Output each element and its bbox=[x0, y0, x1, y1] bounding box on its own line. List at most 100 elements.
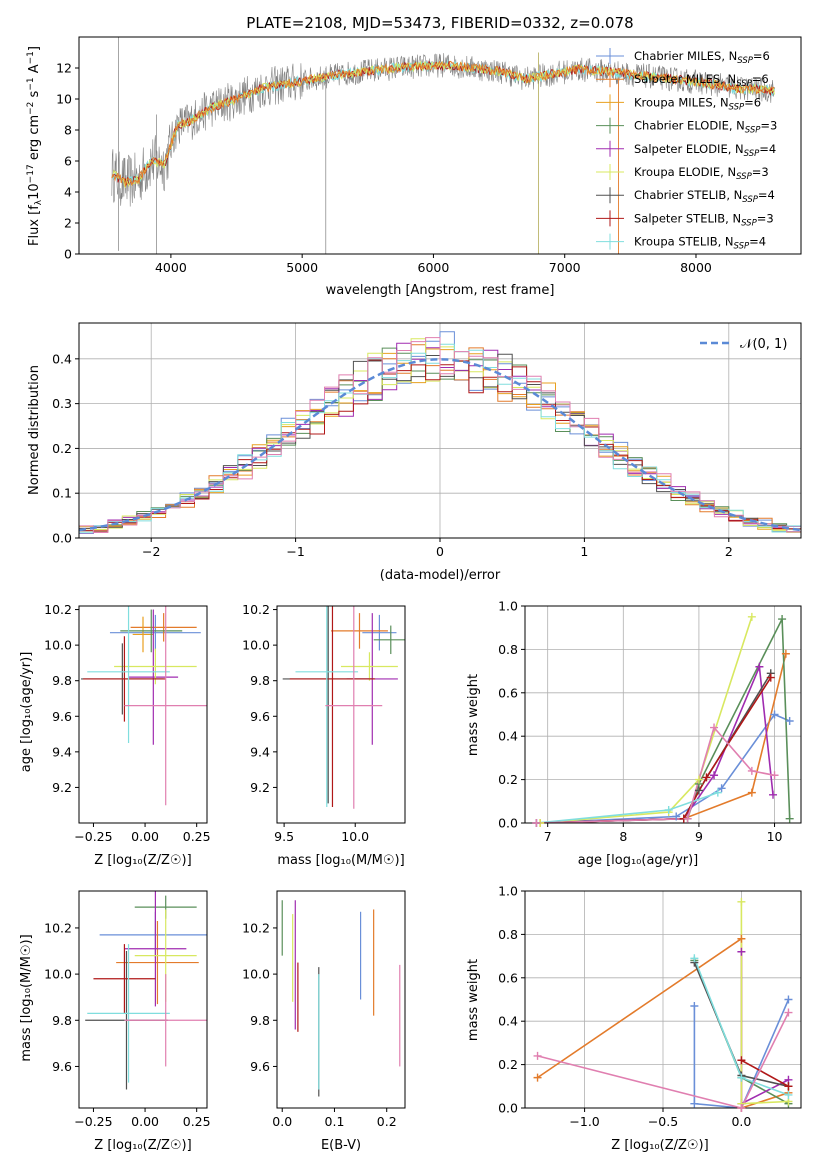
ytick-label-5: 10.2 bbox=[242, 602, 270, 617]
legend-entry-4: Salpeter ELODIE, NSSP=4 bbox=[634, 142, 776, 159]
xtick-label-1: 0.1 bbox=[325, 1114, 345, 1129]
wage-marker-8-4 bbox=[770, 771, 779, 780]
wz-marker-7-0 bbox=[690, 954, 699, 963]
xtick-label-2: 0.0 bbox=[731, 1114, 751, 1129]
wz-series-6 bbox=[741, 1059, 789, 1088]
legend-sub-1: SSP bbox=[736, 79, 752, 89]
age-metallicity-panel: −0.25 0.00 0.25 9.2 9.4 9.6 9.8 10.0 10.2 bbox=[44, 602, 210, 844]
xtick-label-4: 2 bbox=[725, 544, 733, 559]
ytick-label-0: 9.6 bbox=[52, 1059, 72, 1074]
xtick-label-0: −2 bbox=[142, 544, 160, 559]
xtick-label-0: −0.25 bbox=[74, 829, 112, 844]
legend-nssp-5: =3 bbox=[752, 165, 769, 179]
agem-xlabel: mass [log₁₀(M/M☉)] bbox=[277, 853, 404, 868]
ytick-label-1: 9.4 bbox=[250, 744, 270, 759]
wz-marker-8-0 bbox=[533, 1051, 542, 1060]
axes-frame bbox=[78, 605, 208, 824]
ytick-label-0: 0.0 bbox=[498, 1101, 518, 1116]
ytick-label-0: 0.0 bbox=[52, 531, 72, 546]
wage-marker-3-2 bbox=[710, 771, 719, 780]
normal-legend-label: 𝒩(0, 1) bbox=[740, 337, 787, 352]
wz-marker-4-0 bbox=[737, 897, 746, 906]
wage-xlabel: age [log₁₀(age/yr)] bbox=[578, 853, 699, 868]
legend-sub-0: SSP bbox=[737, 56, 753, 66]
ytick-label-0: 9.2 bbox=[52, 780, 72, 795]
ytick-label-1: 2 bbox=[64, 216, 72, 231]
legend-sub-6: SSP bbox=[742, 195, 758, 205]
plot-area bbox=[81, 606, 207, 806]
xtick-label-2: 9 bbox=[695, 829, 703, 844]
wage-marker-3-3 bbox=[755, 662, 764, 671]
ytick-label-4: 0.8 bbox=[498, 642, 518, 657]
wage-marker-4-2 bbox=[694, 775, 703, 784]
ytick-label-4: 10.0 bbox=[242, 638, 270, 653]
plot-area bbox=[536, 616, 791, 823]
ytick-label-2: 9.6 bbox=[52, 709, 72, 724]
legend-name-1: Salpeter MILES, N bbox=[634, 72, 736, 86]
ytick-label-2: 0.4 bbox=[498, 1014, 518, 1029]
spectrum-xlabel: wavelength [Angstrom, rest frame] bbox=[326, 283, 555, 298]
axes-frame bbox=[276, 605, 406, 824]
normal-curve bbox=[79, 358, 801, 532]
legend-sub-2: SSP bbox=[729, 102, 745, 112]
xtick-label-0: −1.0 bbox=[569, 1114, 599, 1129]
legend-entry-6: Chabrier STELIB, NSSP=4 bbox=[634, 188, 775, 205]
agez-ylabel: age [log₁₀(age/yr)] bbox=[19, 652, 34, 773]
wage-series-3 bbox=[536, 666, 774, 823]
ytick-label-1: 0.2 bbox=[498, 1057, 518, 1072]
ytick-label-4: 10.0 bbox=[44, 638, 72, 653]
ytick-label-5: 1.0 bbox=[498, 599, 518, 614]
legend-nssp-8: =4 bbox=[749, 235, 766, 249]
legend-entry-2: Kroupa MILES, NSSP=6 bbox=[634, 95, 761, 112]
wz-marker-8-1 bbox=[737, 1104, 746, 1112]
massz-xlabel: Z [log₁₀(Z/Z☉)] bbox=[94, 1138, 191, 1153]
ytick-label-4: 0.4 bbox=[52, 351, 72, 366]
xtick-label-1: 8 bbox=[619, 829, 627, 844]
model-spectrum-1 bbox=[111, 60, 775, 187]
ytick-label-3: 9.8 bbox=[52, 673, 72, 688]
xtick-label-1: 10.0 bbox=[341, 829, 369, 844]
residual-xlabel: (data-model)/error bbox=[380, 568, 501, 583]
wage-marker-6-2 bbox=[702, 773, 711, 782]
xtick-label-4: 8000 bbox=[680, 260, 712, 275]
xtick-label-1: −0.5 bbox=[648, 1114, 678, 1129]
xtick-label-1: 0.00 bbox=[131, 829, 159, 844]
legend-name-4: Salpeter ELODIE, N bbox=[634, 142, 744, 156]
wage-series-5 bbox=[536, 672, 772, 823]
plot-area bbox=[79, 331, 801, 534]
wage-marker-4-3 bbox=[747, 612, 756, 621]
ytick-label-5: 1.0 bbox=[498, 884, 518, 899]
axes-frame bbox=[78, 36, 802, 255]
mass-ebv-panel: 0.0 0.1 0.2 9.6 9.8 10.0 10.2 bbox=[242, 890, 406, 1129]
wz-marker-8-2 bbox=[784, 1008, 793, 1017]
legend-entry-1: Salpeter MILES, NSSP=6 bbox=[634, 72, 769, 89]
wage-marker-1-3 bbox=[781, 649, 790, 658]
ytick-label-6: 12 bbox=[56, 61, 72, 76]
wage-marker-2-4 bbox=[785, 814, 794, 823]
ytick-label-4: 8 bbox=[64, 123, 72, 138]
ytick-label-5: 10 bbox=[56, 92, 72, 107]
legend-sub-7: SSP bbox=[741, 218, 757, 228]
legend-entry-7: Salpeter STELIB, NSSP=3 bbox=[634, 211, 774, 228]
legend-name-7: Salpeter STELIB, N bbox=[634, 211, 741, 225]
xtick-label-1: 5000 bbox=[286, 260, 318, 275]
legend-name-3: Chabrier ELODIE, N bbox=[634, 119, 745, 133]
axes-frame bbox=[276, 890, 406, 1109]
wage-marker-5-2 bbox=[694, 786, 703, 795]
xtick-label-1: −1 bbox=[286, 544, 304, 559]
wage-marker-1-2 bbox=[747, 788, 756, 797]
legend-sub-8: SSP bbox=[734, 242, 750, 252]
ytick-label-3: 0.6 bbox=[498, 685, 518, 700]
residual-ylabel: Normed distribution bbox=[27, 365, 42, 495]
age-mass-panel: 9.5 10.0 9.2 9.4 9.6 9.8 10.0 10.2 bbox=[242, 602, 406, 844]
ytick-label-1: 0.1 bbox=[52, 486, 72, 501]
xtick-label-0: 0.0 bbox=[272, 1114, 292, 1129]
mass-metallicity-panel: −0.25 0.00 0.25 9.6 9.8 10.0 10.2 bbox=[44, 890, 211, 1129]
wage-marker-0-2 bbox=[717, 784, 726, 793]
wage-series-4 bbox=[540, 616, 753, 823]
wz-marker-0-0 bbox=[690, 1002, 699, 1011]
legend-nssp-6: =4 bbox=[758, 188, 775, 202]
wage-marker-8-3 bbox=[747, 766, 756, 775]
wz-marker-1-0 bbox=[533, 1073, 542, 1082]
legend-sub-5: SSP bbox=[736, 172, 752, 182]
